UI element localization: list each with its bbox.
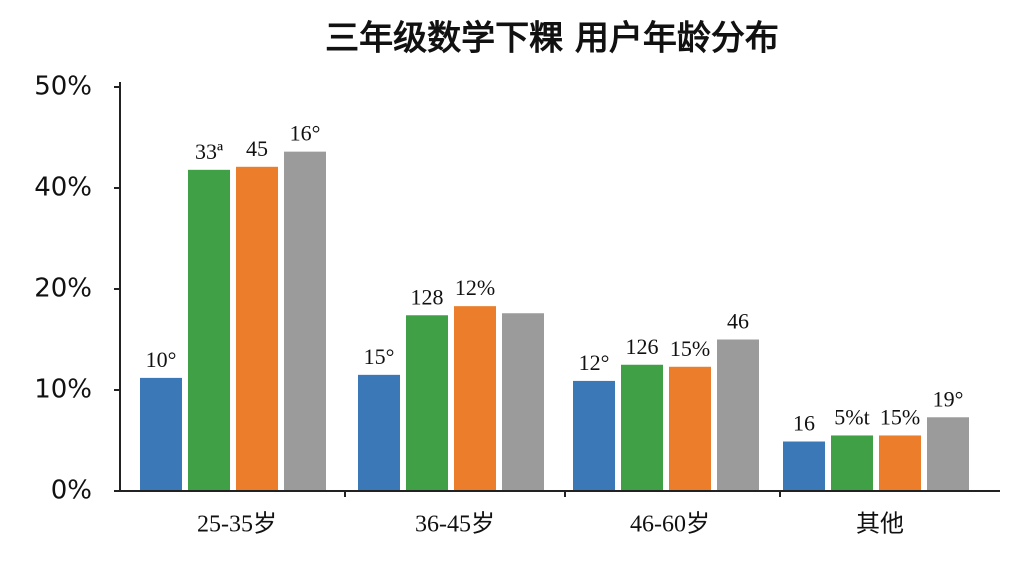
chart-title: 三年级数学下粿 用户年龄分布 — [325, 19, 779, 59]
bar — [927, 417, 969, 491]
y-tick-label: 50% — [34, 72, 92, 102]
data-label: 128 — [411, 284, 444, 309]
x-tick-label: 46-60岁 — [630, 511, 710, 538]
data-label: 15° — [364, 344, 395, 369]
bar — [831, 435, 873, 491]
x-tick-label: 其他 — [856, 511, 904, 538]
data-label: 5%t — [834, 404, 869, 429]
x-tick-label: 25-35岁 — [197, 511, 277, 538]
y-tick-label: 10% — [34, 375, 92, 405]
bar — [406, 315, 448, 491]
bar — [621, 364, 663, 491]
data-label: 19° — [933, 386, 964, 411]
data-label: 10° — [146, 347, 177, 372]
data-label: 15% — [880, 404, 920, 429]
data-label: 12° — [579, 350, 610, 375]
bar — [358, 374, 400, 491]
bar — [717, 339, 759, 491]
data-label: 15% — [670, 336, 710, 361]
bar — [188, 169, 230, 491]
y-tick-label: 40% — [34, 173, 92, 203]
bar — [454, 306, 496, 491]
data-label: 45 — [246, 136, 268, 161]
bar — [669, 366, 711, 491]
bar — [783, 441, 825, 491]
bar — [879, 435, 921, 491]
y-tick-label: 0% — [51, 476, 92, 506]
bar — [140, 377, 182, 491]
bar — [236, 166, 278, 492]
bar — [284, 151, 326, 491]
data-label: 16 — [793, 411, 815, 436]
data-label: 16° — [290, 121, 321, 146]
bar — [573, 380, 615, 491]
data-label: 46 — [727, 309, 749, 334]
data-label: 33ª — [195, 139, 224, 164]
bar — [502, 313, 544, 491]
data-label: 126 — [626, 334, 659, 359]
data-label: 12% — [455, 275, 495, 300]
y-tick-label: 20% — [34, 274, 92, 304]
x-tick-label: 36-45岁 — [415, 511, 495, 538]
